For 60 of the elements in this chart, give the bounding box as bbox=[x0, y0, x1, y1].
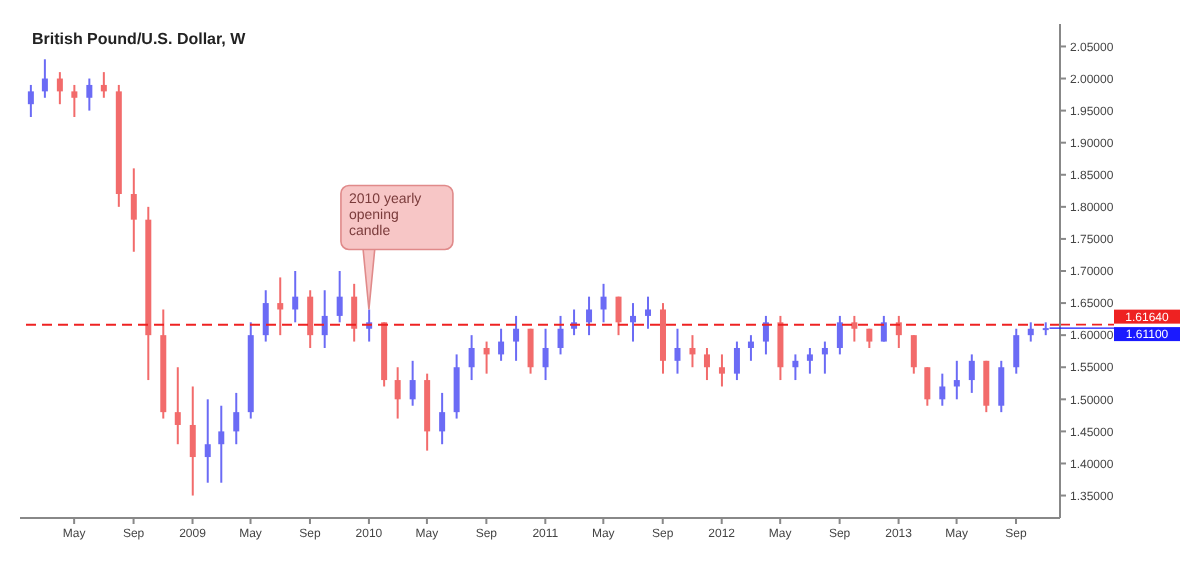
candlestick bbox=[498, 327, 505, 362]
candlestick bbox=[527, 327, 534, 375]
candlestick bbox=[674, 327, 681, 375]
candlestick bbox=[600, 282, 607, 324]
candlestick bbox=[41, 58, 48, 99]
candlestick bbox=[777, 314, 784, 382]
candlestick bbox=[351, 282, 358, 343]
candlestick bbox=[71, 83, 78, 119]
candlestick bbox=[1013, 327, 1020, 375]
candlestick bbox=[792, 353, 799, 382]
candlestick bbox=[645, 295, 651, 330]
candlestick bbox=[689, 334, 696, 369]
candlestick bbox=[468, 334, 475, 382]
candlestick bbox=[394, 366, 401, 420]
candlestick bbox=[703, 346, 710, 382]
candlestick bbox=[924, 366, 931, 407]
candlestick bbox=[233, 391, 240, 446]
candlestick bbox=[204, 398, 211, 484]
candlestick bbox=[277, 276, 284, 337]
candlestick bbox=[1027, 321, 1034, 343]
candlestick bbox=[733, 340, 740, 382]
candlestick bbox=[718, 353, 725, 388]
candlestick bbox=[821, 340, 828, 375]
candlestick bbox=[851, 314, 858, 343]
candlestick bbox=[56, 71, 63, 106]
candlestick bbox=[939, 372, 946, 407]
candlestick bbox=[836, 314, 843, 356]
candlestick bbox=[557, 314, 564, 356]
candlestick bbox=[262, 289, 269, 343]
candlestick bbox=[542, 327, 549, 382]
candlestick bbox=[983, 359, 990, 414]
candlestick bbox=[586, 295, 593, 337]
candlestick bbox=[100, 71, 107, 99]
candlestick bbox=[321, 289, 328, 349]
candlestick bbox=[895, 314, 902, 349]
candlestick bbox=[880, 314, 887, 343]
candlestick bbox=[27, 83, 34, 119]
candlestick bbox=[968, 353, 975, 394]
candlestick bbox=[615, 295, 622, 337]
candlestick bbox=[292, 270, 299, 324]
candlestick bbox=[336, 270, 343, 324]
candlestick bbox=[513, 314, 520, 362]
candlestick bbox=[483, 340, 490, 375]
candlestick bbox=[130, 167, 137, 253]
candlestick bbox=[307, 289, 314, 349]
candlestick bbox=[439, 391, 446, 446]
candlestick bbox=[189, 385, 196, 497]
candlestick bbox=[998, 359, 1005, 414]
candlestick bbox=[409, 359, 416, 407]
candlestick bbox=[218, 404, 225, 484]
chart-title: British Pound/U.S. Dollar, W bbox=[32, 30, 246, 48]
candlestick bbox=[806, 346, 813, 375]
candlestick bbox=[630, 302, 637, 343]
candlestick bbox=[747, 334, 754, 362]
candlestick bbox=[174, 366, 181, 446]
candlestick bbox=[953, 359, 960, 401]
candlestick bbox=[86, 77, 93, 112]
candlestick bbox=[453, 353, 460, 420]
candlestick bbox=[762, 314, 769, 356]
candlestick bbox=[910, 334, 917, 375]
